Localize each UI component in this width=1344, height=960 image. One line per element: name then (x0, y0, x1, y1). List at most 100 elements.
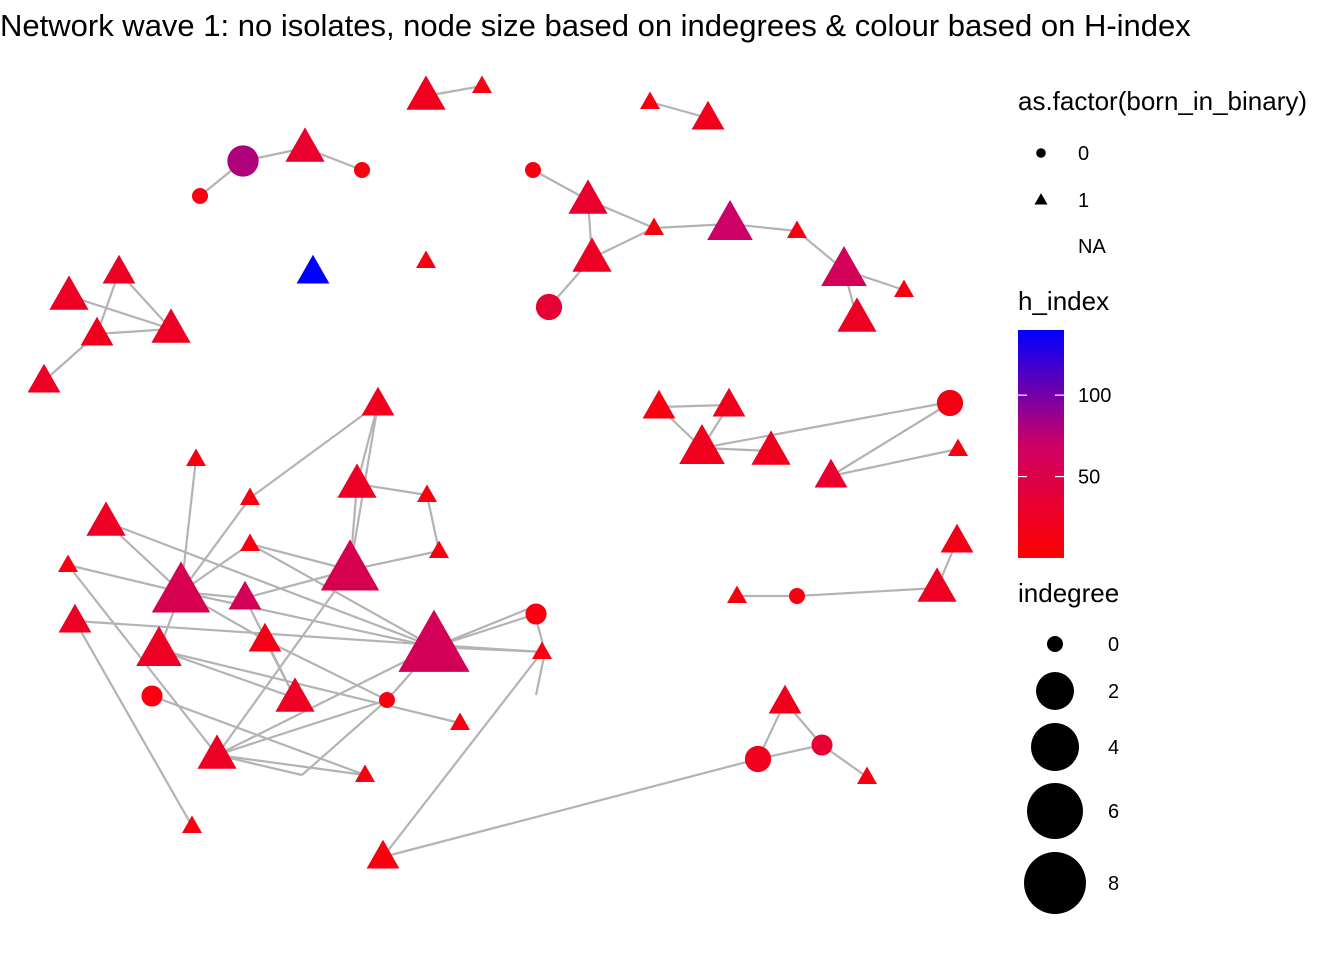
edge-n41-n42 (249, 542, 351, 572)
edge-n52-n54 (216, 753, 366, 777)
node-n42 (240, 533, 260, 551)
shape-legend-label-0: 0 (1078, 143, 1089, 165)
node-n49 (379, 692, 395, 708)
node-n40 (429, 540, 449, 558)
node-n66 (917, 567, 957, 602)
edge-n9-n10 (532, 169, 589, 201)
node-n35 (186, 448, 206, 466)
edge-n42-n45 (249, 543, 435, 648)
node-n54 (355, 764, 375, 782)
node-n32 (936, 389, 964, 417)
node-n18 (837, 297, 877, 332)
edge-n59-n60 (382, 757, 759, 859)
node-n60 (744, 745, 772, 773)
edge-n57-n58 (74, 619, 543, 654)
node-n15 (535, 293, 563, 321)
edge-n50-n51 (158, 648, 296, 700)
edge-n41-n52 (216, 569, 351, 756)
node-n14 (572, 237, 612, 272)
edge-n65-n66 (796, 586, 938, 598)
edge-n11-n14 (591, 227, 655, 259)
node-n11 (644, 217, 664, 235)
node-n5 (227, 145, 259, 177)
node-n19 (296, 254, 330, 284)
edge-n43-n45 (105, 520, 435, 649)
node-n12 (707, 200, 753, 240)
node-n29 (751, 430, 791, 465)
node-n7 (192, 188, 208, 204)
node-n46 (248, 622, 282, 652)
shape-legend-label-NA: NA (1078, 236, 1106, 258)
node-n64 (727, 585, 747, 603)
node-n56 (182, 815, 202, 833)
node-n33 (416, 250, 436, 268)
node-n38 (417, 484, 437, 502)
node-n63 (768, 684, 802, 714)
node-n67 (940, 523, 974, 553)
size-legend-title: indegree (1018, 578, 1119, 608)
size-legend-items: 0 2 4 6 8 (1024, 634, 1119, 914)
node-n9 (525, 162, 541, 178)
edge-extra-4 (216, 753, 303, 777)
edge-n30-n31 (830, 447, 959, 478)
node-n21 (49, 275, 89, 310)
edge-n23-n21 (68, 294, 172, 331)
node-n1 (406, 75, 446, 110)
size-legend-circle-8 (1024, 852, 1086, 914)
edge-n56-n57 (74, 620, 193, 827)
chart-title: Network wave 1: no isolates, node size b… (0, 8, 1191, 43)
node-n65 (789, 588, 805, 604)
node-n36 (240, 487, 260, 505)
node-n61 (811, 734, 833, 756)
legend: as.factor(born_in_binary) 0 1 NA h_index 1… (1018, 86, 1307, 914)
edge-n39-n47 (67, 563, 182, 594)
node-n48 (525, 603, 547, 625)
node-n30 (948, 438, 968, 456)
node-n55 (141, 685, 163, 707)
node-n23 (151, 308, 191, 343)
edge-n22-n23 (96, 327, 172, 336)
node-n41 (320, 539, 380, 591)
node-n31 (814, 458, 848, 488)
node-n20 (102, 254, 136, 284)
node-n37 (337, 463, 377, 498)
edge-n31-n32 (830, 402, 951, 477)
size-legend-label-2: 2 (1108, 681, 1119, 703)
node-n45 (398, 609, 470, 672)
shape-legend-symbol-0 (1036, 148, 1046, 158)
size-legend-label-8: 8 (1108, 873, 1119, 895)
color-bar (1018, 330, 1064, 558)
node-layer (27, 75, 974, 869)
node-n28 (679, 424, 725, 464)
node-n52 (197, 734, 237, 769)
edge-n51-n53 (158, 648, 461, 725)
node-n50 (275, 677, 315, 712)
edge-n38-n40 (425, 494, 441, 552)
node-n47 (58, 554, 78, 572)
node-n8 (354, 162, 370, 178)
size-legend-circle-6 (1027, 783, 1083, 839)
shape-legend-symbol-1 (1034, 193, 1048, 205)
node-n10 (568, 179, 608, 214)
node-n26 (642, 389, 676, 419)
edge-n36-n39 (180, 497, 251, 593)
node-n44 (228, 580, 262, 610)
shape-legend-items: 0 1 NA (1034, 143, 1106, 258)
size-legend-circle-4 (1031, 723, 1079, 771)
color-legend-title: h_index (1018, 286, 1109, 316)
color-tick-label-50: 50 (1078, 467, 1100, 489)
node-n3 (640, 91, 660, 109)
edge-n46-n49 (264, 639, 388, 701)
shape-legend-label-1: 1 (1078, 190, 1089, 212)
size-legend-circle-2 (1036, 672, 1074, 710)
edge-n34-n36 (249, 403, 379, 499)
edge-extra-5 (301, 699, 388, 776)
size-legend-label-0: 0 (1108, 634, 1119, 656)
edge-n45-n52 (216, 646, 435, 756)
node-n62 (857, 766, 877, 784)
node-n53 (450, 712, 470, 730)
node-n25 (712, 387, 746, 417)
edge-extra-3 (534, 651, 547, 696)
size-legend-label-6: 6 (1108, 801, 1119, 823)
